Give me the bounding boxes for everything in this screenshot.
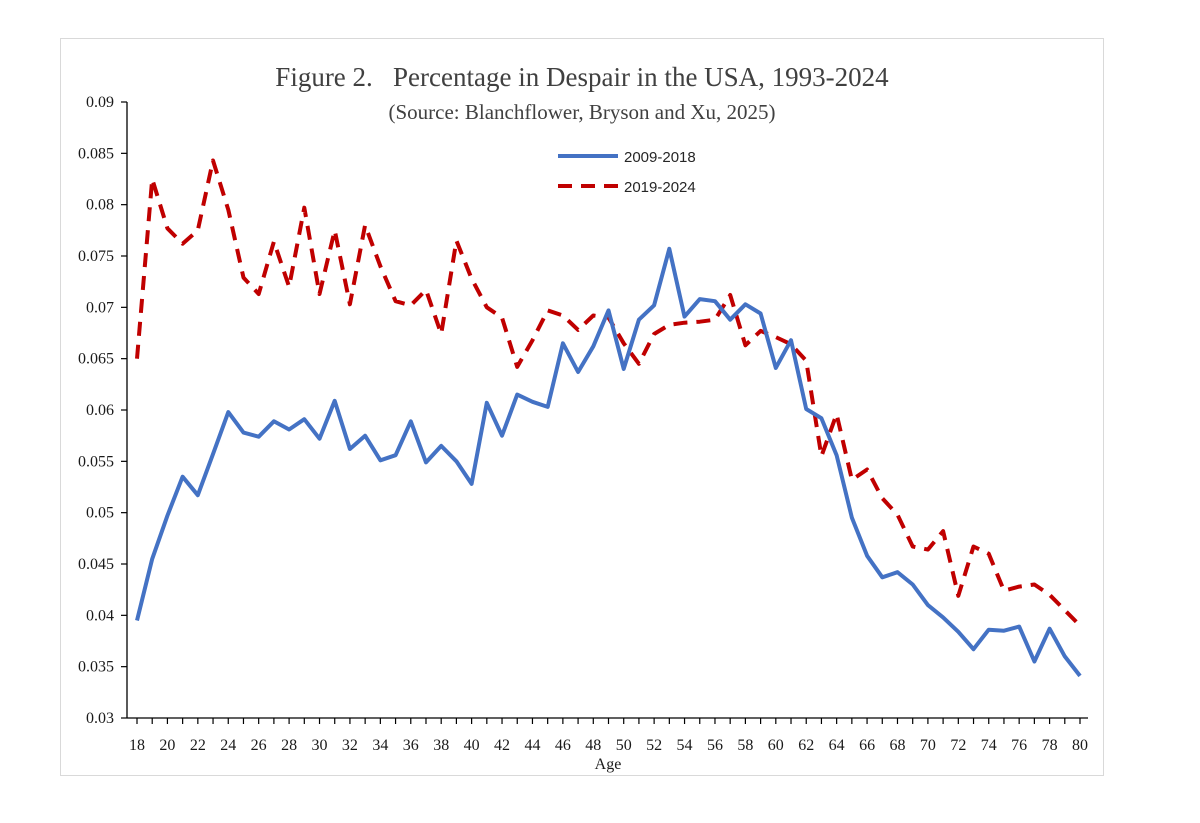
x-tick-label: 74 [981, 737, 997, 754]
x-tick-label: 26 [251, 737, 267, 754]
x-tick-label: 72 [950, 737, 966, 754]
x-tick-label: 46 [555, 737, 571, 754]
x-tick-label: 80 [1072, 737, 1088, 754]
x-tick-label: 36 [403, 737, 419, 754]
y-tick-label: 0.045 [78, 556, 114, 573]
y-tick-label: 0.055 [78, 453, 114, 470]
y-tick-label: 0.08 [86, 197, 114, 214]
series-layer [135, 158, 1082, 678]
x-tick-label: 34 [372, 737, 388, 754]
x-tick-label: 70 [920, 737, 936, 754]
x-tick-label: 54 [677, 737, 693, 754]
x-tick-label: 76 [1011, 737, 1027, 754]
y-axis: 0.03 0.035 0.04 0.045 0.05 0.055 0.06 0.065 0.07… [78, 94, 128, 727]
y-tick-label: 0.085 [78, 145, 114, 162]
y-tick-label: 0.07 [86, 299, 114, 316]
x-axis: 18 20 22 24 26 28 30 32 34 36 38 40 42 44 46 48 50 52 54 56… [127, 717, 1088, 754]
x-tick-label: 18 [129, 737, 145, 754]
x-tick-label: 44 [524, 737, 540, 754]
x-tick-label: 78 [1042, 737, 1058, 754]
chart-frame [60, 38, 1104, 776]
y-tick-label: 0.075 [78, 248, 114, 265]
legend-label-2019-2024: 2019-2024 [624, 179, 696, 196]
x-tick-label: 38 [433, 737, 449, 754]
x-tick-label: 40 [464, 737, 480, 754]
x-tick-label: 24 [220, 737, 236, 754]
y-tick-label: 0.065 [78, 351, 114, 368]
x-tick-label: 62 [798, 737, 814, 754]
y-tick-label: 0.03 [86, 710, 114, 727]
legend-label-2009-2018: 2009-2018 [624, 149, 696, 166]
x-tick-label: 52 [646, 737, 662, 754]
x-tick-label: 66 [859, 737, 875, 754]
series-line-2009-2018 [135, 246, 1082, 678]
x-tick-label: 64 [829, 737, 845, 754]
y-tick-label: 0.09 [86, 94, 114, 111]
x-tick-label: 28 [281, 737, 297, 754]
x-tick-label: 30 [312, 737, 328, 754]
y-tick-label: 0.035 [78, 659, 114, 676]
x-tick-label: 60 [768, 737, 784, 754]
x-tick-label: 48 [585, 737, 601, 754]
y-tick-label: 0.06 [86, 402, 114, 419]
chart-subtitle: (Source: Blanchflower, Bryson and Xu, 20… [389, 100, 776, 124]
y-tick-label: 0.05 [86, 505, 114, 522]
chart-title: Figure 2. Percentage in Despair in the U… [275, 62, 889, 92]
x-tick-label: 20 [159, 737, 175, 754]
x-tick-label: 58 [737, 737, 753, 754]
y-tick-label: 0.04 [86, 607, 114, 624]
x-tick-label: 50 [616, 737, 632, 754]
x-axis-label: Age [595, 756, 622, 773]
legend: 2009-2018 2019-2024 [558, 149, 696, 196]
x-tick-label: 22 [190, 737, 206, 754]
x-tick-label: 68 [889, 737, 905, 754]
x-tick-label: 32 [342, 737, 358, 754]
x-tick-label: 42 [494, 737, 510, 754]
series-line-2019-2024 [135, 158, 1082, 628]
x-tick-label: 56 [707, 737, 723, 754]
